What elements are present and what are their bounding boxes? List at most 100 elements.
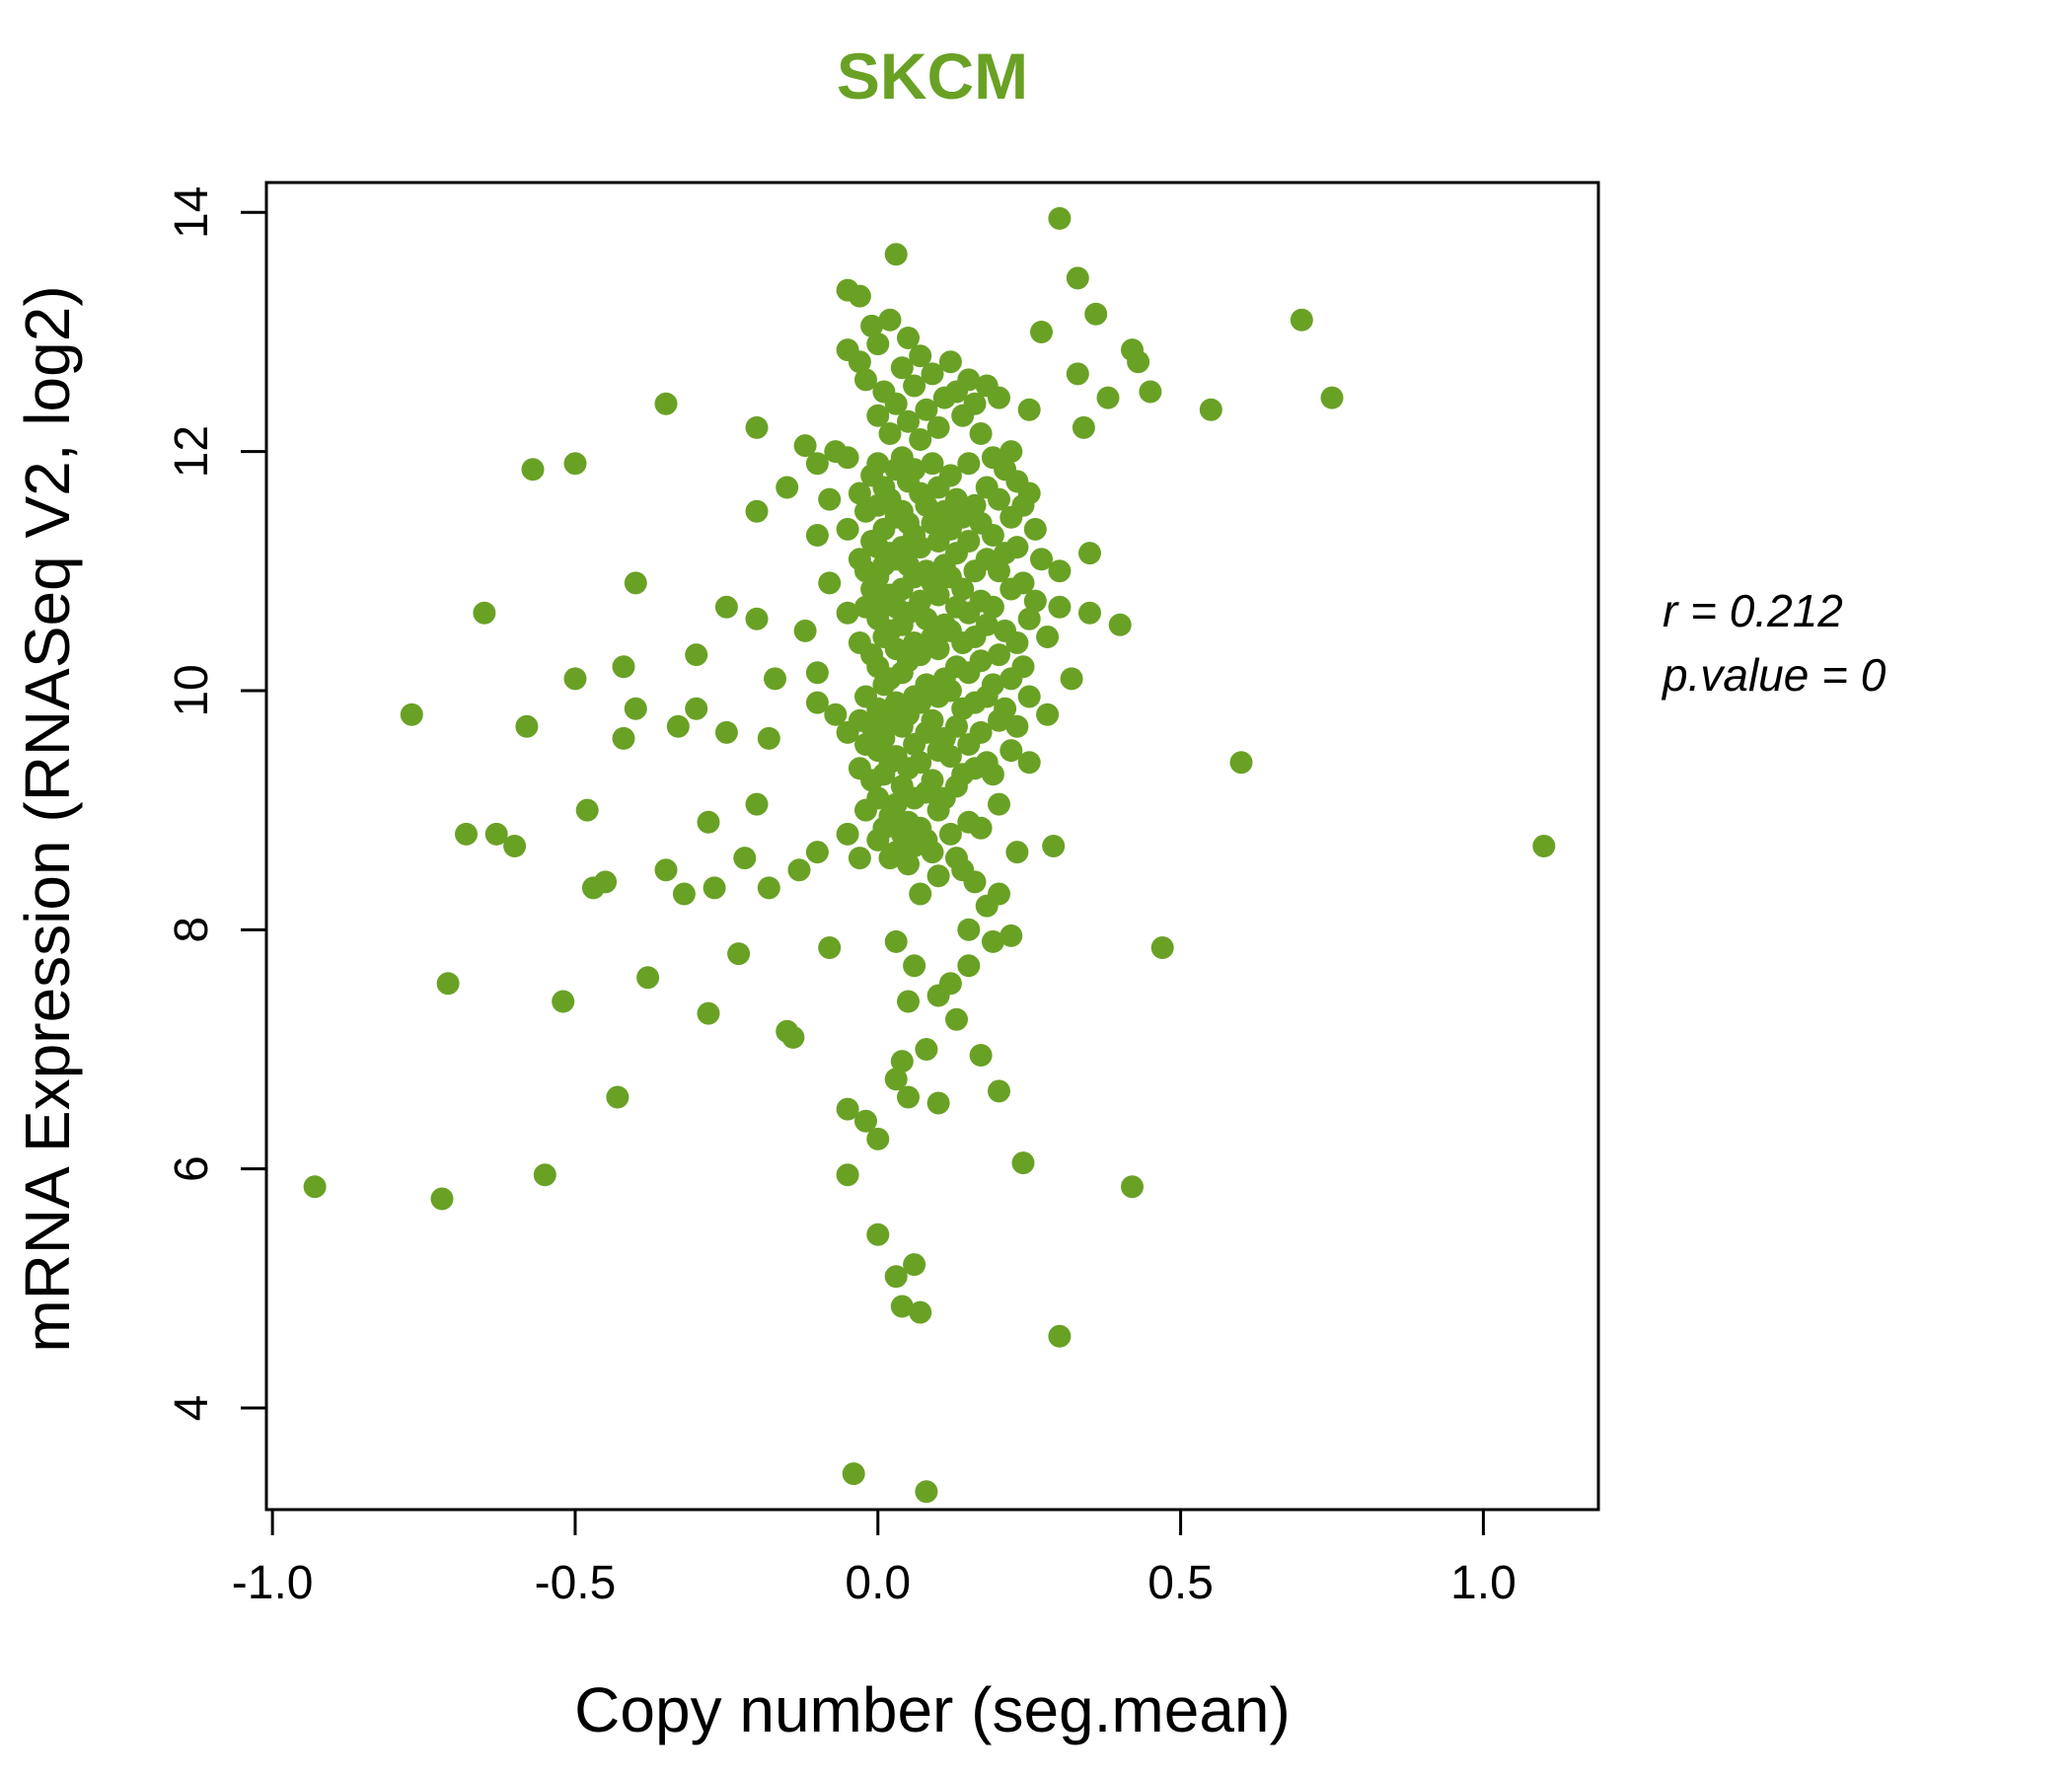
y-tick-label: 6 <box>166 1155 218 1182</box>
data-point <box>866 1222 890 1246</box>
data-point <box>745 415 769 439</box>
x-tick-label: 0.5 <box>1147 1557 1214 1609</box>
data-point <box>963 870 987 894</box>
data-point <box>1011 571 1035 595</box>
data-point <box>915 398 938 421</box>
data-point <box>1066 266 1089 290</box>
data-point <box>1096 386 1120 409</box>
data-point <box>866 452 890 476</box>
plot-border <box>264 181 1600 1512</box>
data-point <box>1023 589 1047 613</box>
data-point <box>805 452 829 476</box>
data-point <box>836 822 859 846</box>
data-point <box>957 452 981 476</box>
data-point <box>612 655 635 679</box>
data-point <box>897 852 920 876</box>
data-point <box>745 499 769 523</box>
data-point <box>473 601 496 625</box>
data-point <box>776 476 799 499</box>
data-point <box>903 954 926 978</box>
data-point <box>594 870 618 894</box>
data-point <box>484 822 508 846</box>
data-point <box>969 1044 993 1067</box>
data-point <box>400 703 423 726</box>
data-point <box>1030 548 1053 571</box>
data-point <box>503 835 527 857</box>
data-point <box>1042 835 1066 857</box>
data-point <box>921 841 944 864</box>
data-point <box>787 858 811 882</box>
data-point <box>685 643 708 667</box>
data-point <box>969 422 993 445</box>
data-point <box>521 458 545 481</box>
y-tick-label: 4 <box>166 1395 218 1422</box>
data-point <box>1290 308 1313 332</box>
data-point <box>1532 835 1556 857</box>
y-tick-label: 8 <box>166 917 218 943</box>
data-point <box>1084 302 1108 326</box>
data-point <box>430 1187 454 1211</box>
data-point <box>981 595 1004 619</box>
data-point <box>848 847 871 870</box>
data-point <box>999 440 1023 464</box>
data-point <box>533 1163 556 1187</box>
data-point <box>860 314 884 337</box>
data-point <box>884 792 908 816</box>
data-point <box>903 1253 926 1277</box>
data-point <box>878 422 902 445</box>
y-tick-label: 12 <box>166 425 218 478</box>
data-point <box>981 673 1004 697</box>
data-point <box>999 924 1023 947</box>
data-point <box>963 392 987 415</box>
data-point <box>436 972 460 996</box>
data-point <box>909 589 932 613</box>
data-point <box>1108 613 1132 636</box>
data-point <box>988 487 1010 511</box>
data-point <box>897 1085 920 1109</box>
data-point <box>957 530 981 553</box>
data-point <box>988 1079 1010 1103</box>
data-point <box>654 858 678 882</box>
data-point <box>909 751 932 775</box>
data-point <box>921 769 944 792</box>
data-point <box>890 356 914 380</box>
data-point <box>836 446 859 470</box>
data-point <box>757 876 780 900</box>
data-point <box>909 1300 932 1324</box>
data-point <box>793 434 817 458</box>
data-point <box>988 882 1010 906</box>
y-axis: 4 6 8 10 12 14 <box>166 186 266 1422</box>
data-point <box>884 1265 908 1289</box>
y-axis-label: mRNA Expression (RNASeq V2, log2) <box>12 285 83 1352</box>
data-point <box>938 679 962 703</box>
data-point <box>1078 542 1101 565</box>
data-point <box>836 1097 859 1121</box>
data-point <box>854 1109 877 1133</box>
data-point <box>624 571 647 595</box>
chart-title: SKCM <box>837 39 1028 112</box>
data-point <box>938 350 962 374</box>
data-point <box>764 667 786 691</box>
data-point <box>1030 321 1053 343</box>
data-point <box>969 720 993 744</box>
data-point <box>999 739 1023 763</box>
data-point <box>805 661 829 685</box>
data-point <box>878 308 902 332</box>
data-point <box>727 942 751 966</box>
data-point <box>805 691 829 714</box>
data-point <box>909 536 932 559</box>
data-point <box>1229 751 1253 775</box>
data-point <box>957 368 981 392</box>
data-point <box>745 792 769 816</box>
data-point <box>612 726 635 750</box>
x-tick-label: -1.0 <box>232 1557 314 1609</box>
data-point <box>672 882 696 906</box>
data-point <box>903 458 926 481</box>
data-point <box>890 1050 914 1073</box>
x-tick-label: 1.0 <box>1450 1557 1517 1609</box>
data-point <box>909 691 932 714</box>
data-point <box>921 708 944 732</box>
data-point <box>848 350 871 374</box>
data-point <box>1078 601 1101 625</box>
